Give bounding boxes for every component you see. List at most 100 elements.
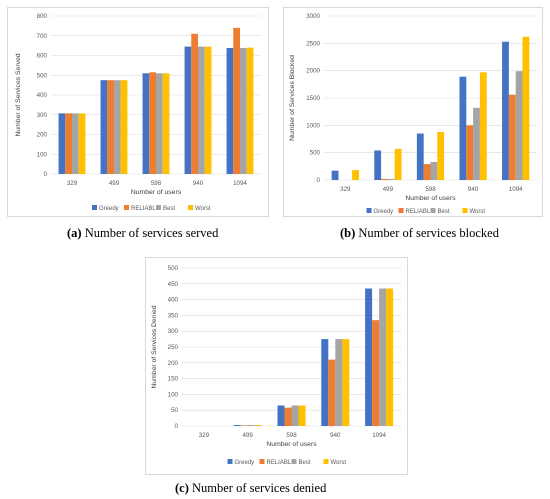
x-tick-label: 940	[468, 186, 479, 193]
bar-greedy-499	[233, 425, 241, 426]
y-tick-label: 2000	[306, 68, 320, 75]
y-tick-label: 350	[168, 312, 179, 319]
bar-best-1094	[515, 71, 523, 180]
y-tick-label: 400	[37, 92, 48, 99]
legend-swatch-greedy	[227, 459, 233, 464]
bar-greedy-329	[331, 170, 339, 180]
bar-worst-329	[78, 113, 86, 174]
bar-reliable-598	[284, 407, 292, 426]
legend-swatch-best	[156, 205, 161, 210]
caption-text: Number of services denied	[188, 481, 327, 495]
legend-label-worst: Worst	[470, 209, 486, 215]
bar-worst-598	[298, 405, 306, 426]
chart-served: 0 100 200 300 400 500 600 700 800 329 499 598 940 109…	[15, 13, 261, 212]
y-tick-label: 100	[168, 391, 179, 398]
chart-panel-denied: 0 50 100 150 200 250 300 350 400 450 500 329 499 598 9…	[145, 257, 408, 475]
bar-reliable-499	[240, 425, 248, 426]
y-tick-label: 400	[168, 297, 179, 304]
bar-worst-598	[437, 131, 445, 180]
legend-label-greedy: Greedy	[374, 209, 394, 215]
bar-greedy-598	[277, 405, 285, 426]
legend-swatch-worst	[188, 205, 193, 210]
legend-label-best: Best	[438, 209, 450, 215]
bar-worst-940	[204, 46, 212, 174]
x-tick-label: 1094	[372, 432, 386, 439]
bar-reliable-598	[423, 164, 431, 180]
legend-swatch-reliable	[398, 208, 404, 213]
y-tick-label: 500	[310, 150, 321, 157]
bar-best-499	[387, 178, 395, 180]
x-tick-label: 940	[330, 432, 341, 439]
chart-denied: 0 50 100 150 200 250 300 350 400 450 500 329 499 598 9…	[151, 265, 401, 466]
bar-worst-499	[394, 148, 402, 180]
x-tick-label: 598	[425, 186, 436, 193]
x-tick-label: 1094	[509, 186, 523, 193]
y-tick-label: 1500	[306, 95, 320, 102]
x-tick-label: 499	[109, 180, 120, 187]
bar-greedy-1094	[226, 47, 234, 175]
x-tick-label: 329	[67, 180, 78, 187]
chart-panel-blocked: 0 500 1000 1500 2000 2500 3000 329 499 598 940 1094…	[283, 7, 543, 217]
legend-swatch-reliable	[259, 459, 265, 464]
bar-worst-329	[352, 170, 359, 180]
x-tick-label: 940	[193, 180, 204, 187]
y-tick-label: 0	[317, 177, 321, 184]
caption-denied: (c) Number of services denied	[175, 481, 326, 496]
y-tick-label: 1000	[306, 122, 320, 129]
chart-blocked: 0 500 1000 1500 2000 2500 3000 329 499 598 940 1094…	[289, 13, 537, 215]
bar-best-1094	[379, 288, 387, 426]
legend-swatch-greedy	[92, 205, 97, 210]
bar-best-329	[72, 113, 79, 174]
bar-reliable-329	[65, 113, 72, 174]
legend-label-greedy: Greedy	[99, 206, 119, 212]
bar-greedy-499	[100, 80, 108, 174]
x-axis-title: Number of users	[405, 195, 456, 202]
y-tick-label: 100	[37, 151, 48, 158]
y-tick-label: 450	[168, 281, 179, 288]
y-tick-label: 2500	[306, 40, 320, 47]
y-tick-label: 300	[168, 328, 179, 335]
x-tick-label: 598	[286, 432, 297, 439]
bar-reliable-1094	[233, 27, 240, 174]
bar-greedy-329	[58, 113, 66, 174]
legend-label-reliable: RELIABLE	[131, 206, 160, 212]
bar-worst-1094	[386, 288, 394, 426]
y-tick-label: 150	[168, 376, 179, 383]
bar-worst-499	[254, 425, 262, 426]
legend-swatch-best	[291, 459, 297, 464]
y-axis-title: Number of Services Served	[15, 53, 22, 136]
y-tick-label: 0	[175, 423, 179, 430]
bar-greedy-940	[459, 76, 467, 180]
bar-greedy-598	[416, 133, 424, 180]
y-tick-label: 700	[37, 33, 48, 40]
y-tick-label: 0	[44, 171, 48, 178]
x-tick-label: 499	[243, 432, 254, 439]
bar-reliable-1094	[372, 320, 380, 426]
chart-panel-served: 0 100 200 300 400 500 600 700 800 329 499 598 940 109…	[7, 7, 269, 217]
bar-best-598	[430, 161, 438, 180]
bar-best-1094	[240, 47, 247, 175]
bar-best-499	[114, 80, 121, 174]
bar-greedy-499	[374, 150, 382, 180]
legend-swatch-worst	[323, 459, 329, 464]
bar-worst-940	[479, 72, 487, 180]
bar-greedy-598	[142, 73, 150, 174]
caption-served: (a) Number of services served	[67, 226, 218, 241]
caption-text: Number of services served	[81, 226, 219, 240]
y-tick-label: 800	[37, 13, 48, 20]
x-axis-title: Number of users	[266, 441, 317, 448]
y-tick-label: 200	[37, 132, 48, 139]
y-axis-title: Number of Services Blocked	[289, 55, 296, 141]
bar-best-940	[198, 46, 205, 174]
y-tick-label: 300	[37, 112, 48, 119]
bar-worst-1094	[522, 36, 530, 180]
caption-text: Number of services blocked	[355, 226, 499, 240]
y-tick-label: 500	[168, 265, 179, 272]
bar-best-499	[247, 425, 255, 426]
legend-label-reliable: RELIABLE	[406, 209, 435, 215]
legend-label-best: Best	[163, 206, 175, 212]
x-axis-title: Number of users	[131, 189, 182, 196]
y-tick-label: 600	[37, 53, 48, 60]
legend-swatch-best	[430, 208, 436, 213]
bar-greedy-1094	[365, 288, 373, 426]
